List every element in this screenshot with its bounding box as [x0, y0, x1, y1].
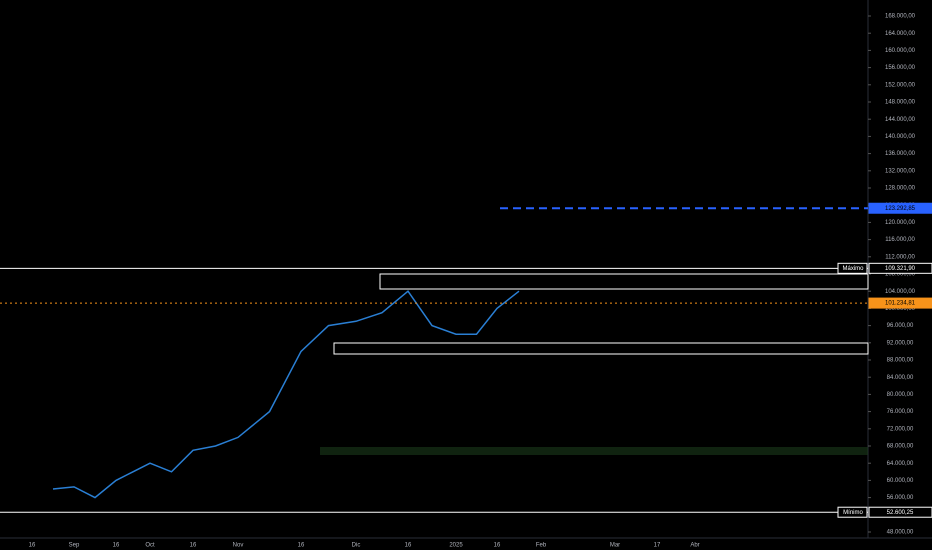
level-label: 109.321,90: [885, 266, 916, 272]
zone-box: [320, 447, 868, 455]
level-name: Máximo: [842, 266, 864, 272]
level-label: 101.234,81: [885, 301, 916, 307]
y-tick-label: 136.000,00: [885, 151, 916, 157]
y-tick-label: 88.000,00: [887, 358, 914, 364]
y-tick-label: 116.000,00: [885, 237, 915, 243]
y-tick-label: 132.000,00: [885, 168, 916, 174]
x-tick-label: 16: [29, 543, 36, 549]
level-tag: [868, 202, 932, 214]
x-tick-label: Sep: [69, 543, 80, 549]
level-label: 123.292,85: [885, 206, 916, 212]
y-tick-label: 152.000,00: [885, 82, 916, 88]
y-tick-label: 112.000,00: [885, 254, 915, 260]
x-tick-label: 16: [113, 543, 120, 549]
level-tag: [868, 506, 932, 518]
x-tick-label: 17: [654, 543, 661, 549]
y-tick-label: 144.000,00: [885, 117, 916, 123]
y-tick-label: 168.000,00: [885, 14, 916, 20]
y-tick-label: 156.000,00: [885, 65, 916, 71]
y-tick-label: 104.000,00: [885, 289, 916, 295]
x-tick-label: Feb: [536, 543, 547, 549]
x-tick-label: Dic: [352, 543, 361, 549]
y-tick-label: 108.000,00: [885, 272, 916, 278]
y-tick-label: 56.000,00: [887, 495, 914, 501]
y-tick-label: 140.000,00: [885, 134, 916, 140]
x-tick-label: Nov: [233, 543, 244, 549]
x-tick-label: Oct: [145, 543, 155, 549]
y-tick-label: 92.000,00: [887, 340, 914, 346]
y-tick-label: 128.000,00: [885, 186, 916, 192]
y-tick-label: 80.000,00: [887, 392, 914, 398]
y-tick-label: 68.000,00: [887, 444, 914, 450]
y-tick-label: 76.000,00: [887, 409, 914, 415]
price-line: [52, 290, 520, 499]
zone-box: [379, 273, 869, 290]
level-tag: [868, 262, 932, 274]
x-tick-label: Mar: [610, 543, 620, 549]
y-tick-label: 60.000,00: [887, 478, 914, 484]
y-tick-label: 48.000,00: [887, 530, 914, 536]
level-label: 52.600,25: [887, 510, 914, 516]
level-tag: [868, 297, 932, 309]
y-tick-label: 100.000,00: [885, 306, 916, 312]
y-tick-label: 160.000,00: [885, 48, 916, 54]
level-name: Mínimo: [843, 510, 863, 516]
level-name-tag: [837, 506, 868, 518]
zone-box: [333, 342, 869, 355]
y-tick-label: 148.000,00: [885, 100, 916, 106]
level-name-tag: [837, 262, 868, 274]
x-tick-label: 16: [298, 543, 305, 549]
y-tick-label: 120.000,00: [885, 220, 916, 226]
y-tick-label: 64.000,00: [887, 461, 914, 467]
y-tick-label: 164.000,00: [885, 31, 916, 37]
y-tick-label: 72.000,00: [887, 426, 914, 432]
x-tick-label: 2025: [449, 543, 463, 549]
x-tick-label: 16: [405, 543, 412, 549]
y-tick-label: 96.000,00: [887, 323, 914, 329]
x-tick-label: 16: [494, 543, 501, 549]
x-tick-label: Abr: [690, 543, 699, 549]
y-tick-label: 84.000,00: [887, 375, 914, 381]
x-tick-label: 16: [190, 543, 197, 549]
